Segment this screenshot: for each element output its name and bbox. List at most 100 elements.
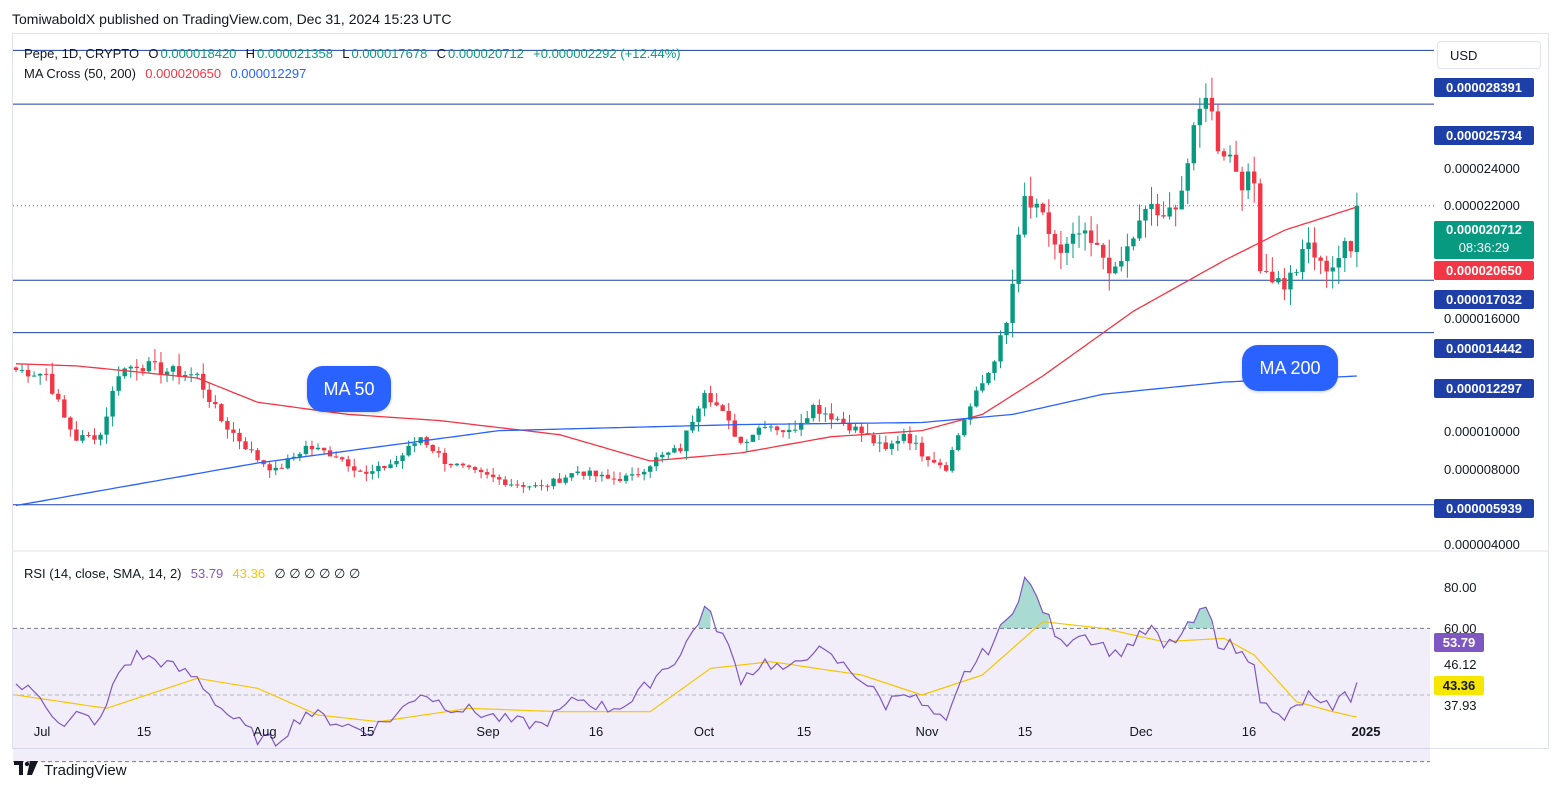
candle-body xyxy=(1094,242,1100,245)
candle-body xyxy=(424,437,429,445)
candle-body xyxy=(315,447,321,450)
candle-body xyxy=(19,369,25,371)
rsi-price-tag: 53.79 xyxy=(1434,633,1484,652)
candle-body xyxy=(1264,271,1269,273)
candle-body xyxy=(219,404,224,422)
ma50-line xyxy=(15,206,1358,462)
high-value: 0.000021358 xyxy=(257,46,333,61)
candle-body xyxy=(68,417,73,430)
candle-body xyxy=(732,420,737,437)
candle-body xyxy=(823,413,828,415)
price-axis-label: 0.000022000 xyxy=(1444,198,1520,213)
rsi-axis-label: 60.00 xyxy=(1444,621,1477,636)
rsi-name[interactable]: RSI (14, close, SMA, 14, 2) xyxy=(24,566,182,581)
candle-body xyxy=(841,418,846,423)
candle-body xyxy=(25,369,31,377)
time-axis-label: Sep xyxy=(476,724,500,739)
candle-body xyxy=(587,470,592,476)
candle-body xyxy=(1258,183,1263,272)
candle-body xyxy=(768,426,774,428)
candle-body xyxy=(1318,257,1323,261)
candle-body xyxy=(521,485,526,487)
candle-body xyxy=(1270,271,1275,283)
candle-body xyxy=(394,461,399,465)
ma200-annotation[interactable]: MA 200 xyxy=(1242,345,1338,391)
candle-body xyxy=(1239,171,1245,191)
candle-body xyxy=(297,453,303,457)
time-axis-label: 16 xyxy=(1241,724,1257,739)
candle-body xyxy=(13,367,19,371)
price-axis-label: 0.000024000 xyxy=(1444,161,1520,176)
candle-body xyxy=(188,374,194,376)
ma50-value: 0.000020650 xyxy=(145,66,222,81)
rsi-legend-value: 53.79 xyxy=(190,566,224,581)
currency-button[interactable]: USD xyxy=(1437,41,1541,69)
candle-body xyxy=(962,419,967,436)
high-label: H xyxy=(245,46,256,61)
candle-body xyxy=(684,430,689,452)
candle-body xyxy=(774,426,780,431)
candle-body xyxy=(762,426,768,428)
candle-body xyxy=(225,421,230,430)
candle-body xyxy=(497,477,502,480)
candle-body xyxy=(104,416,109,435)
candle-body xyxy=(853,426,858,431)
candle-body xyxy=(418,437,423,444)
candle-body xyxy=(1209,97,1215,112)
candle-body xyxy=(617,478,623,481)
candle-body xyxy=(943,465,949,471)
candle-body xyxy=(170,366,176,372)
candle-body xyxy=(454,463,460,466)
candle-body xyxy=(146,361,152,372)
rsi-empty-values: ∅ ∅ ∅ ∅ ∅ ∅ xyxy=(274,566,361,581)
candle-body xyxy=(557,478,562,483)
candle-body xyxy=(503,479,508,485)
symbol-label[interactable]: Pepe, 1D, CRYPTO xyxy=(24,46,140,61)
candle-body xyxy=(1348,241,1354,252)
close-value: 0.000020712 xyxy=(447,46,524,61)
candle-body xyxy=(968,406,973,420)
ma50-annotation[interactable]: MA 50 xyxy=(307,366,391,412)
candle-body xyxy=(1131,238,1136,247)
candle-body xyxy=(122,368,127,377)
candle-body xyxy=(176,366,182,377)
candle-body xyxy=(919,442,925,457)
ma200-value: 0.000012297 xyxy=(230,66,307,81)
low-value: 0.000017678 xyxy=(351,46,428,61)
candle-body xyxy=(599,474,605,477)
candle-body xyxy=(672,448,677,453)
publisher-line: TomiwaboldX published on TradingView.com… xyxy=(12,11,452,27)
candle-body xyxy=(382,465,387,469)
candle-body xyxy=(629,474,635,476)
candle-body xyxy=(708,393,713,403)
rsi-line xyxy=(15,575,1358,747)
candle-body xyxy=(370,471,375,474)
last-price-tag: 0.000020712 08:36:29 xyxy=(1434,221,1534,259)
candle-body xyxy=(321,447,327,451)
candle-body xyxy=(1197,108,1203,126)
candle-body xyxy=(279,467,284,469)
candle-body xyxy=(1064,243,1070,253)
candle-body xyxy=(817,404,822,414)
candle-body xyxy=(56,393,61,400)
candle-body xyxy=(285,458,290,469)
candle-body xyxy=(1203,97,1209,109)
candle-body xyxy=(871,434,876,444)
candle-body xyxy=(714,402,719,406)
candle-body xyxy=(605,474,611,479)
candle-body xyxy=(231,429,236,433)
ma-name[interactable]: MA Cross (50, 200) xyxy=(24,66,136,81)
open-value: 0.000018420 xyxy=(160,46,237,61)
candle-body xyxy=(201,373,206,390)
candle-body xyxy=(1040,203,1045,213)
rsi-sma-line xyxy=(15,621,1358,723)
level-price-tag: 0.000014442 xyxy=(1434,339,1534,358)
candle-body xyxy=(641,471,647,475)
tradingview-logo[interactable]: TradingView xyxy=(14,761,127,780)
candle-body xyxy=(648,466,653,472)
candle-body xyxy=(696,408,701,422)
candle-body xyxy=(1306,242,1311,250)
candle-body xyxy=(86,435,91,437)
candle-body xyxy=(207,389,212,402)
